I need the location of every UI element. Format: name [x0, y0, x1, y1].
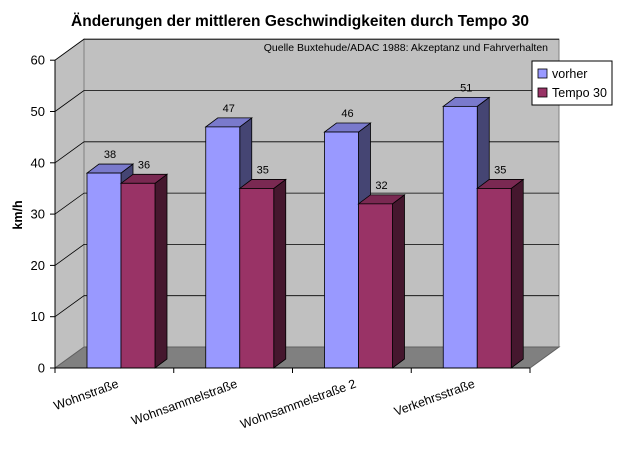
- bar-side: [154, 173, 168, 369]
- source-note: Quelle Buxtehude/ADAC 1988: Akzeptanz un…: [264, 42, 548, 54]
- bar: [324, 131, 359, 369]
- chart-title: Änderungen der mittleren Geschwindigkeit…: [71, 13, 529, 30]
- bar: [86, 172, 122, 369]
- y-axis-label: km/h: [11, 200, 25, 229]
- bar: [476, 188, 512, 369]
- legend-box: [531, 60, 613, 106]
- gridline: [54, 38, 559, 61]
- x-tick-label: Wohnsammelstraße 2: [238, 377, 358, 432]
- y-tick-label: 0: [38, 361, 45, 376]
- bar-side: [392, 194, 405, 369]
- y-tick-label: 60: [31, 53, 45, 68]
- axes: [50, 59, 531, 373]
- data-label: 35: [494, 164, 506, 176]
- legend-label: vorher: [552, 67, 587, 81]
- y-tick-label: 30: [31, 207, 45, 222]
- bars: [85, 96, 525, 369]
- data-label: 32: [375, 180, 387, 192]
- legend-swatch: [537, 68, 548, 79]
- gridline: [54, 90, 559, 112]
- data-label: 46: [341, 108, 353, 120]
- y-tick-label: 10: [31, 309, 45, 324]
- bar: [442, 105, 478, 369]
- bar: [120, 182, 156, 369]
- y-tick-label: 50: [31, 104, 45, 119]
- gridline: [54, 141, 559, 164]
- x-tick-label: Wohnstraße: [52, 377, 121, 413]
- x-tick-label: Wohnsammelstraße: [129, 377, 239, 428]
- bar: [358, 203, 393, 369]
- legend-label: Tempo 30: [552, 86, 607, 100]
- data-label: 36: [138, 159, 150, 171]
- bar-side: [273, 178, 287, 369]
- bar: [205, 126, 241, 369]
- data-label: 35: [257, 164, 269, 176]
- x-tick-label: Verkehrsstraße: [392, 377, 476, 419]
- gridline: [54, 192, 559, 215]
- y-tick-label: 20: [31, 258, 45, 273]
- bar-side: [510, 178, 524, 369]
- data-label: 47: [223, 103, 235, 115]
- legend-swatch: [537, 87, 548, 98]
- legend: vorher Tempo 30: [531, 60, 613, 106]
- bar: [239, 188, 275, 369]
- data-label: 38: [104, 149, 116, 161]
- data-label: 51: [460, 82, 472, 94]
- y-tick-label: 40: [31, 155, 45, 170]
